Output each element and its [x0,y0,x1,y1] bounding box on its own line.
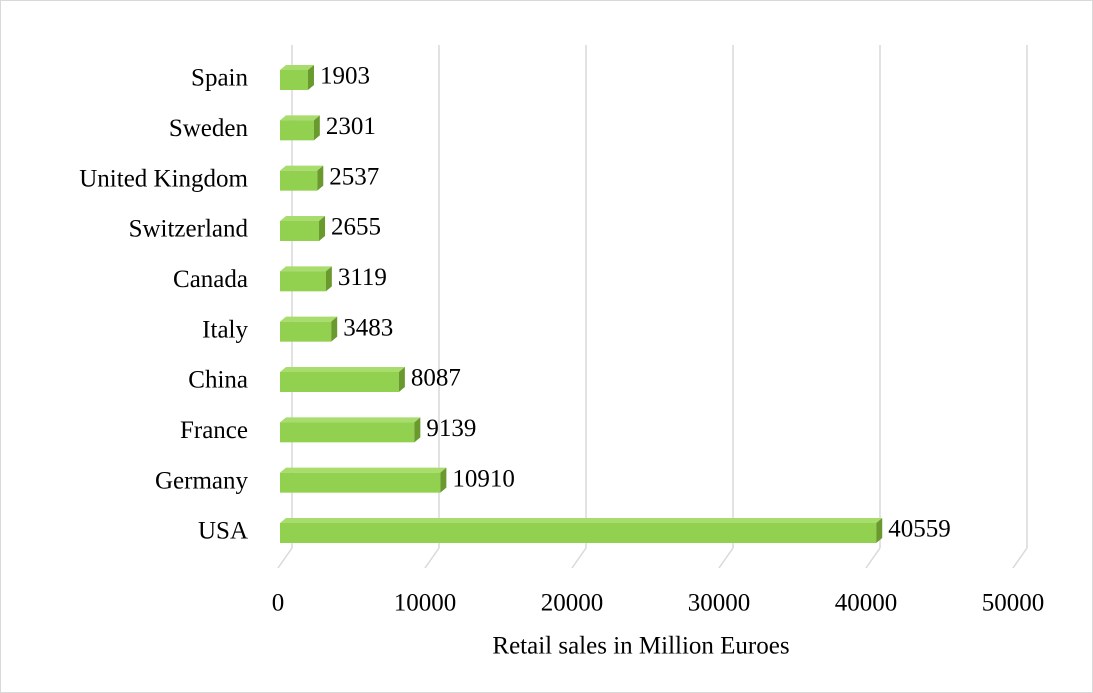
data-label: 2537 [329,163,379,190]
grid-line-floor [718,547,734,569]
grid-line [718,45,734,569]
bar [280,417,421,443]
bar-side [325,266,332,292]
bar-top [280,367,405,372]
grid-line-floor [865,547,881,569]
y-tick-label: Spain [191,65,248,92]
grid-line [1012,45,1028,569]
bar-top [280,266,332,272]
y-tick-label: Germany [155,467,249,494]
x-tick-label: 30000 [688,590,751,617]
x-tick-label: 50000 [982,590,1045,617]
bar-top [280,65,314,70]
grid-line-floor [1012,547,1028,569]
bar-top [280,417,421,423]
y-tick-label: China [188,367,248,394]
data-label: 40559 [888,516,951,543]
x-tick-label: 40000 [835,590,898,617]
grid-line [424,45,440,569]
data-label: 2301 [326,113,376,140]
y-tick-label: Sweden [169,115,249,142]
bar [280,518,883,543]
y-tick-label: United Kingdom [79,165,248,192]
bar-top [280,115,320,121]
bar [280,266,332,292]
grid-line-floor [424,547,440,569]
bar-front [280,523,877,543]
bar-side [440,467,447,493]
bar-side [331,316,338,342]
bar-front [280,221,320,241]
bar [280,316,338,342]
data-label: 3483 [343,314,393,341]
y-tick-label: Switzerland [129,216,249,243]
bar-side [319,216,326,241]
bar-top [280,518,883,523]
grid-line [865,45,881,569]
bar [280,367,405,392]
bar-side [414,417,421,443]
grid-line [571,45,587,569]
bar-front [280,120,314,141]
y-tick-label: Italy [202,316,248,343]
bar-front [280,170,318,191]
bar [280,165,324,191]
bar-side [317,165,324,191]
bar [280,65,314,90]
bar-front [280,422,415,443]
y-tick-label: France [180,417,248,444]
bar-front [280,271,326,292]
bar-front [280,70,308,90]
data-label: 3119 [338,264,387,291]
bar-side [307,65,314,90]
bar [280,467,447,493]
bar [280,216,326,241]
grid-line-floor [277,547,293,569]
bar-side [313,115,320,141]
bar-top [280,467,447,473]
x-tick-label: 20000 [541,590,604,617]
x-tick-label: 0 [272,590,285,617]
bar-top [280,216,326,221]
bar-front [280,472,441,493]
bar-side [876,518,883,543]
bar-top [280,165,324,171]
bar-front [280,372,399,392]
bar-side [398,367,405,392]
x-axis-title: Retail sales in Million Euroes [492,633,789,660]
x-tick-label: 10000 [394,590,457,617]
bar-top [280,316,338,322]
bar [280,115,320,141]
data-label: 2655 [331,214,381,241]
data-label: 1903 [320,63,370,90]
data-label: 8087 [411,365,461,392]
data-label: 10910 [452,465,515,492]
grid-line-floor [571,547,587,569]
bar-front [280,321,332,342]
data-label: 9139 [426,415,476,442]
y-tick-label: USA [198,518,248,545]
y-tick-label: Canada [173,266,248,293]
